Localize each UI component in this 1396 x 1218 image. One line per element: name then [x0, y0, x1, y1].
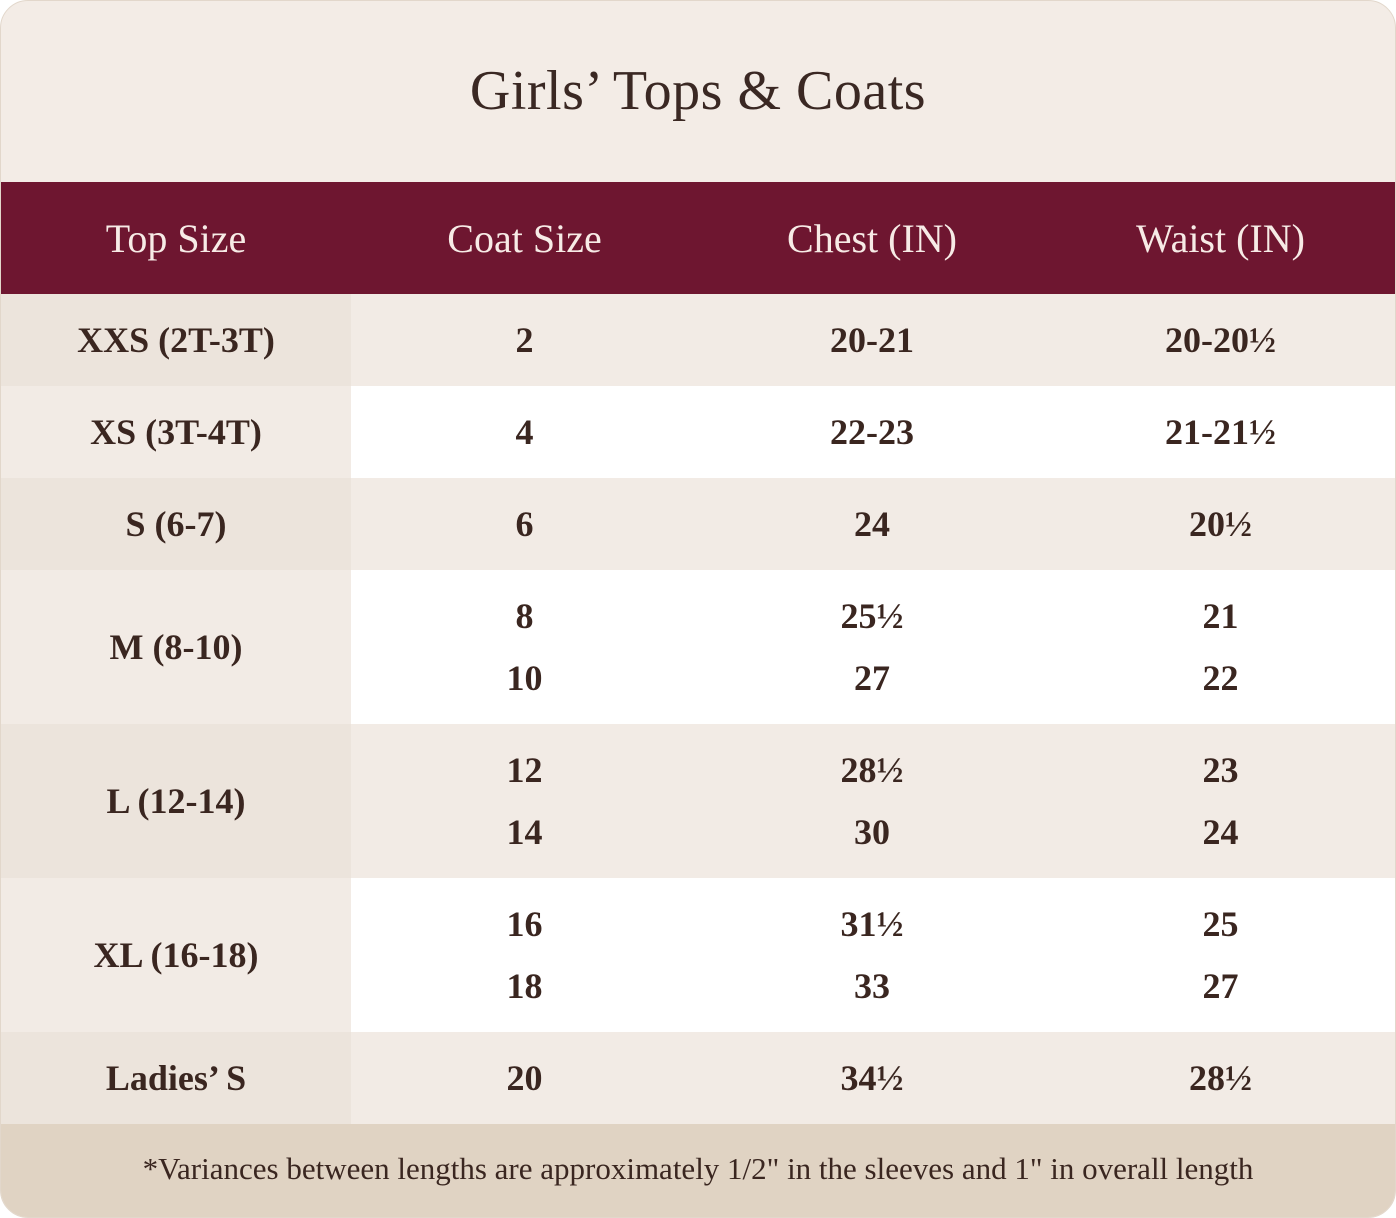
waist-cell: 20-20½	[1046, 294, 1395, 386]
header-chest: Chest (IN)	[787, 215, 957, 261]
top-size-cell: XS (3T-4T)	[1, 386, 351, 478]
chest-cell: 25½ 27	[698, 570, 1046, 724]
waist-value: 27	[1202, 966, 1239, 1006]
chest-value: 34½	[840, 1058, 904, 1098]
coat-size-cell: 8 10	[351, 570, 698, 724]
chest-cell: 28½ 30	[698, 724, 1046, 878]
coat-size-value: 4	[515, 412, 534, 452]
waist-value: 20-20½	[1165, 320, 1276, 360]
header-waist: Waist (IN)	[1136, 215, 1305, 261]
coat-size-cell: 12 14	[351, 724, 698, 878]
coat-size-value: 18	[506, 966, 543, 1006]
footer: *Variances between lengths are approxima…	[1, 1124, 1395, 1217]
waist-cell: 25 27	[1046, 878, 1395, 1032]
waist-cell: 20½	[1046, 478, 1395, 570]
coat-size-cell: 16 18	[351, 878, 698, 1032]
chest-cell: 34½	[698, 1032, 1046, 1124]
table-row: Ladies’ S 20 34½ 28½	[1, 1032, 1395, 1124]
waist-value: 28½	[1189, 1058, 1252, 1098]
header-top-size: Top Size	[105, 215, 247, 261]
top-size-cell: XL (16-18)	[1, 878, 351, 1032]
chest-value: 30	[854, 812, 890, 852]
coat-size-value: 6	[515, 504, 534, 544]
waist-value: 22	[1202, 658, 1239, 698]
title-area: Girls’ Tops & Coats	[1, 1, 1395, 182]
coat-size-cell: 6	[351, 478, 698, 570]
waist-cell: 23 24	[1046, 724, 1395, 878]
chest-value: 27	[854, 658, 890, 698]
chest-value: 22-23	[830, 412, 914, 452]
chest-value: 20-21	[830, 320, 914, 360]
chest-value: 31½	[840, 904, 904, 944]
chest-value: 25½	[840, 596, 904, 636]
waist-value: 21-21½	[1165, 412, 1276, 452]
top-size-cell: XXS (2T-3T)	[1, 294, 351, 386]
coat-size-value: 2	[515, 320, 534, 360]
chest-cell: 24	[698, 478, 1046, 570]
waist-value: 25	[1202, 904, 1239, 944]
waist-value: 23	[1202, 750, 1239, 790]
top-size-cell: S (6-7)	[1, 478, 351, 570]
coat-size-value: 14	[506, 812, 543, 852]
table-row: XXS (2T-3T) 2 20-21 20-20½	[1, 294, 1395, 386]
waist-cell: 21-21½	[1046, 386, 1395, 478]
coat-size-value: 16	[506, 904, 543, 944]
coat-size-value: 20	[506, 1058, 543, 1098]
page-title: Girls’ Tops & Coats	[469, 59, 927, 122]
top-size-cell: M (8-10)	[1, 570, 351, 724]
table-row: XL (16-18) 16 18 31½ 33 25 27	[1, 878, 1395, 1032]
top-size-cell: L (12-14)	[1, 724, 351, 878]
table-row: M (8-10) 8 10 25½ 27 21 22	[1, 570, 1395, 724]
waist-cell: 28½	[1046, 1032, 1395, 1124]
waist-value: 21	[1202, 596, 1239, 636]
waist-value: 20½	[1189, 504, 1252, 544]
chest-value: 24	[854, 504, 890, 544]
coat-size-value: 8	[515, 596, 534, 636]
coat-size-value: 10	[506, 658, 543, 698]
footnote: *Variances between lengths are approxima…	[142, 1151, 1254, 1186]
chest-cell: 22-23	[698, 386, 1046, 478]
waist-value: 24	[1202, 812, 1239, 852]
table-header: Top Size Coat Size Chest (IN) Waist (IN)	[1, 182, 1395, 294]
chest-cell: 20-21	[698, 294, 1046, 386]
table-row: XS (3T-4T) 4 22-23 21-21½	[1, 386, 1395, 478]
coat-size-cell: 20	[351, 1032, 698, 1124]
waist-cell: 21 22	[1046, 570, 1395, 724]
table-row: S (6-7) 6 24 20½	[1, 478, 1395, 570]
table-row: L (12-14) 12 14 28½ 30 23 24	[1, 724, 1395, 878]
top-size-cell: Ladies’ S	[1, 1032, 351, 1124]
coat-size-cell: 2	[351, 294, 698, 386]
chest-cell: 31½ 33	[698, 878, 1046, 1032]
chest-value: 33	[854, 966, 890, 1006]
coat-size-cell: 4	[351, 386, 698, 478]
chest-value: 28½	[840, 750, 904, 790]
header-coat-size: Coat Size	[447, 215, 602, 261]
coat-size-value: 12	[506, 750, 543, 790]
